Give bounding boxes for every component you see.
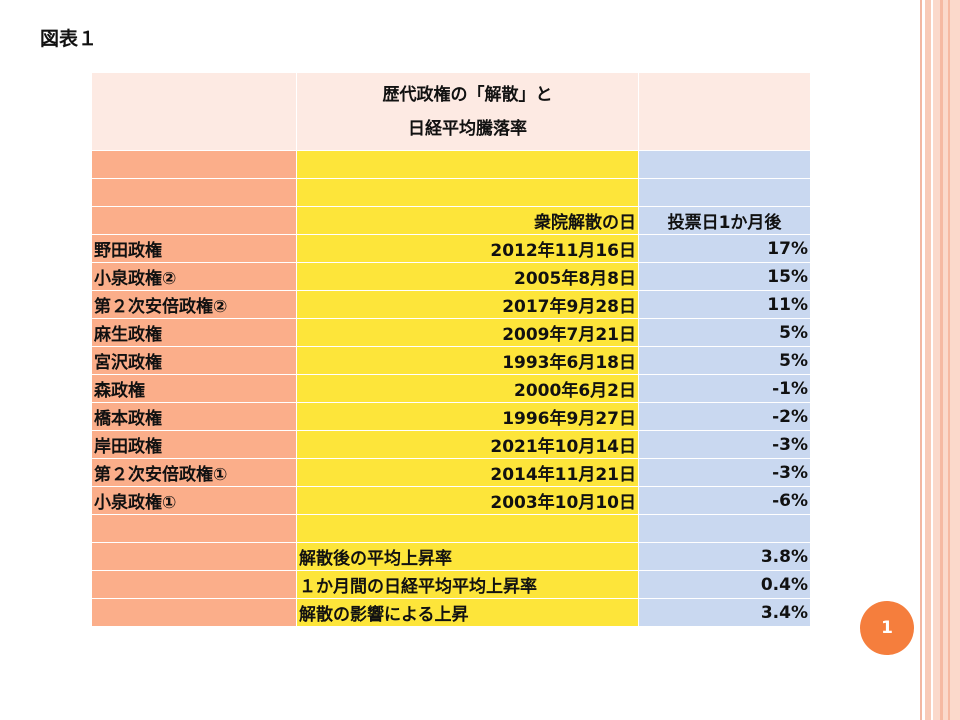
frame-line	[920, 0, 922, 720]
table-row: 野田政権 2012年11月16日 17%	[91, 234, 811, 263]
header-blank-cell	[91, 206, 297, 235]
decor-stripe	[940, 0, 943, 720]
dissolution-date: 2005年8月8日	[296, 262, 639, 291]
dissolution-date: 2014年11月21日	[296, 458, 639, 487]
header-row: 衆院解散の日 投票日1か月後	[91, 206, 811, 235]
one-month-change: 17%	[638, 234, 811, 263]
government-name: 宮沢政権	[91, 346, 297, 375]
summary-value: 3.4%	[638, 598, 811, 627]
title-row: 歴代政権の「解散」と 日経平均騰落率	[91, 72, 811, 151]
table-row: 森政権 2000年6月2日 -1%	[91, 374, 811, 403]
header-one-month-after: 投票日1か月後	[638, 206, 811, 235]
summary-value: 3.8%	[638, 542, 811, 571]
summary-label: １か月間の日経平均平均上昇率	[296, 570, 639, 599]
table-row: 橋本政権 1996年9月27日 -2%	[91, 402, 811, 431]
table-title: 歴代政権の「解散」と 日経平均騰落率	[296, 72, 639, 151]
dissolution-date: 2017年9月28日	[296, 290, 639, 319]
government-name: 森政権	[91, 374, 297, 403]
summary-label: 解散の影響による上昇	[296, 598, 639, 627]
summary-value: 0.4%	[638, 570, 811, 599]
table-row: 第２次安倍政権① 2014年11月21日 -3%	[91, 458, 811, 487]
one-month-change: 5%	[638, 318, 811, 347]
figure-label: 図表１	[40, 28, 98, 50]
header-dissolution-date: 衆院解散の日	[296, 206, 639, 235]
table-row: 宮沢政権 1993年6月18日 5%	[91, 346, 811, 375]
one-month-change: -2%	[638, 402, 811, 431]
one-month-change: 5%	[638, 346, 811, 375]
one-month-change: -3%	[638, 430, 811, 459]
dissolution-date: 2012年11月16日	[296, 234, 639, 263]
decor-stripe	[933, 0, 960, 720]
summary-label: 解散後の平均上昇率	[296, 542, 639, 571]
table-row: 岸田政権 2021年10月14日 -3%	[91, 430, 811, 459]
dissolution-date: 2003年10月10日	[296, 486, 639, 515]
dissolution-date: 2021年10月14日	[296, 430, 639, 459]
table-row: 麻生政権 2009年7月21日 5%	[91, 318, 811, 347]
nikkei-table: 歴代政権の「解散」と 日経平均騰落率 衆院解散の日 投票日1か月後 野田政権 20…	[91, 72, 811, 627]
dissolution-date: 1996年9月27日	[296, 402, 639, 431]
dissolution-date: 2000年6月2日	[296, 374, 639, 403]
government-name: 第２次安倍政権②	[91, 290, 297, 319]
government-name: 岸田政権	[91, 430, 297, 459]
summary-row: １か月間の日経平均平均上昇率 0.4%	[91, 570, 811, 599]
one-month-change: -1%	[638, 374, 811, 403]
government-name: 橋本政権	[91, 402, 297, 431]
one-month-change: 15%	[638, 262, 811, 291]
government-name: 野田政権	[91, 234, 297, 263]
one-month-change: -3%	[638, 458, 811, 487]
dissolution-date: 1993年6月18日	[296, 346, 639, 375]
blank-row	[91, 178, 811, 207]
blank-row	[91, 150, 811, 179]
table-row: 小泉政権② 2005年8月8日 15%	[91, 262, 811, 291]
government-name: 麻生政権	[91, 318, 297, 347]
title-blank-cell	[91, 72, 297, 151]
government-name: 小泉政権①	[91, 486, 297, 515]
summary-row: 解散後の平均上昇率 3.8%	[91, 542, 811, 571]
title-blank-cell	[638, 72, 811, 151]
government-name: 小泉政権②	[91, 262, 297, 291]
decor-stripe	[948, 0, 950, 720]
government-name: 第２次安倍政権①	[91, 458, 297, 487]
table-title-line-2: 日経平均騰落率	[408, 118, 527, 139]
one-month-change: 11%	[638, 290, 811, 319]
table-row: 小泉政権① 2003年10月10日 -6%	[91, 486, 811, 515]
decor-stripe	[925, 0, 931, 720]
dissolution-date: 2009年7月21日	[296, 318, 639, 347]
summary-row: 解散の影響による上昇 3.4%	[91, 598, 811, 627]
table-title-line-1: 歴代政権の「解散」と	[382, 84, 553, 105]
table-row: 第２次安倍政権② 2017年9月28日 11%	[91, 290, 811, 319]
data-rows: 野田政権 2012年11月16日 17% 小泉政権② 2005年8月8日 15% 第２次安倍…	[91, 234, 811, 515]
blank-row	[91, 514, 811, 543]
one-month-change: -6%	[638, 486, 811, 515]
page-number-badge: 1	[860, 601, 914, 655]
